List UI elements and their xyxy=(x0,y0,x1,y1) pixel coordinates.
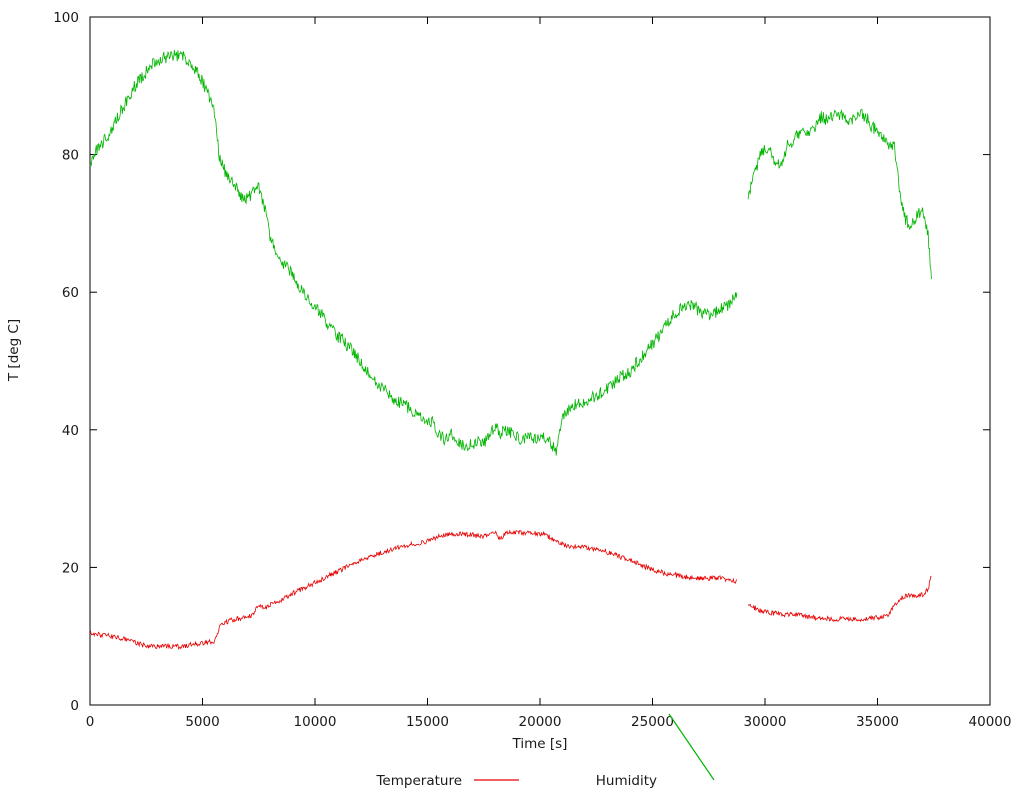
x-tick-label: 40000 xyxy=(969,714,1012,730)
y-tick-label: 60 xyxy=(62,285,79,301)
legend-label-humidity: Humidity xyxy=(596,773,657,789)
x-tick-label: 10000 xyxy=(294,714,337,730)
legend-label-temperature: Temperature xyxy=(375,773,462,789)
x-tick-label: 20000 xyxy=(519,714,562,730)
x-tick-label: 0 xyxy=(86,714,95,730)
y-tick-label: 40 xyxy=(62,423,79,439)
x-tick-label: 35000 xyxy=(856,714,899,730)
x-axis-label: Time [s] xyxy=(512,736,568,752)
plot-area: 0 5000 10000 15000 20000 25000 30000 35000 40000… xyxy=(53,10,1011,730)
y-tick-label: 20 xyxy=(62,560,79,576)
x-tick-label: 30000 xyxy=(744,714,787,730)
x-tick-label: 25000 xyxy=(631,714,674,730)
y-axis-label: T [deg C] xyxy=(6,319,22,382)
legend: Temperature Humidity xyxy=(375,713,715,789)
humidity-series-line xyxy=(89,49,932,456)
x-tick-label: 5000 xyxy=(185,714,219,730)
y-tick-label: 0 xyxy=(70,698,79,714)
y-tick-label: 100 xyxy=(53,10,79,26)
x-tick-label: 15000 xyxy=(406,714,449,730)
temperature-series-line xyxy=(89,529,932,651)
y-tick-label: 80 xyxy=(62,148,79,164)
plot-border xyxy=(89,16,991,706)
legend-line-humidity xyxy=(668,713,715,781)
